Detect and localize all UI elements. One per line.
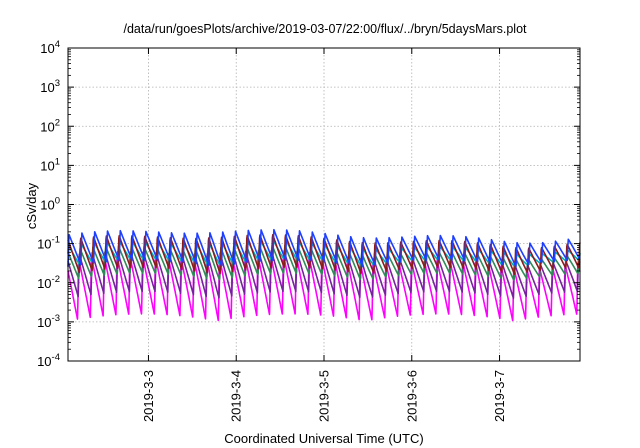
y-axis-label: cSv/day bbox=[24, 182, 39, 229]
x-axis-label: Coordinated Universal Time (UTC) bbox=[224, 431, 423, 446]
y-tick-exponent: 3 bbox=[55, 78, 60, 89]
y-tick-exponent: 0 bbox=[55, 196, 60, 207]
y-tick-exponent: -4 bbox=[52, 352, 60, 363]
y-tick-label: 10-2 bbox=[37, 274, 60, 291]
y-tick-exponent: -2 bbox=[52, 274, 60, 285]
y-tick-label: 103 bbox=[40, 78, 60, 95]
y-tick-label: 104 bbox=[40, 39, 60, 56]
y-tick-label: 100 bbox=[40, 196, 60, 213]
y-tick-label: 101 bbox=[40, 156, 60, 173]
y-tick-label: 10-4 bbox=[37, 352, 60, 369]
y-tick-exponent: 4 bbox=[55, 39, 60, 50]
series-layer bbox=[67, 228, 581, 322]
x-tick-label: 2019-3-3 bbox=[141, 370, 156, 422]
chart-title: /data/run/goesPlots/archive/2019-03-07/2… bbox=[123, 22, 527, 36]
x-tick-label: 2019-3-7 bbox=[492, 370, 507, 422]
x-tick-label: 2019-3-4 bbox=[229, 370, 244, 422]
series-line-6 bbox=[67, 254, 581, 322]
y-tick-label: 10-1 bbox=[37, 235, 60, 252]
x-tick-label: 2019-3-6 bbox=[404, 370, 419, 422]
x-axis: 2019-3-3 2019-3-4 2019-3-5 2019-3-6 2019-3-7 bbox=[141, 48, 507, 422]
y-tick-label: 10-3 bbox=[37, 313, 60, 330]
y-tick-exponent: 2 bbox=[55, 117, 60, 128]
y-tick-label: 102 bbox=[40, 117, 60, 134]
x-tick-label: 2019-3-5 bbox=[317, 370, 332, 422]
y-tick-exponent: 1 bbox=[55, 156, 60, 167]
y-tick-exponent: -1 bbox=[52, 235, 60, 246]
y-tick-exponent: -3 bbox=[52, 313, 60, 324]
series-line-2 bbox=[67, 234, 581, 276]
grid bbox=[68, 48, 580, 361]
series-line-1 bbox=[67, 228, 581, 268]
